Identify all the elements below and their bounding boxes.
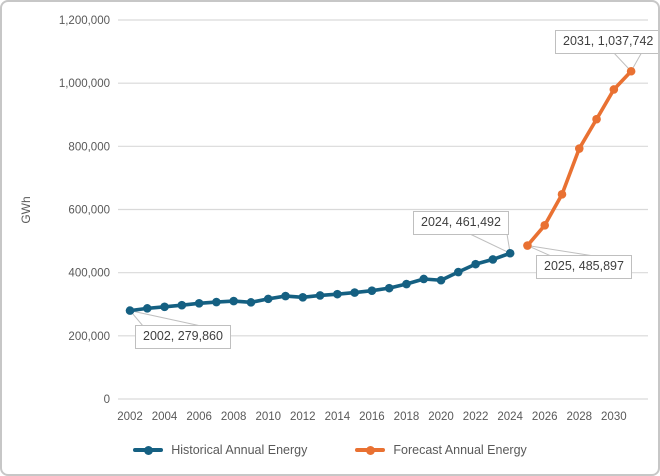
data-label-2002: 2002, 279,860 <box>135 325 231 349</box>
legend: Historical Annual Energy Forecast Annual… <box>2 443 658 457</box>
forecast-series-marker-icon <box>355 445 386 455</box>
svg-text:400,000: 400,000 <box>68 268 110 280</box>
svg-text:200,000: 200,000 <box>68 331 110 343</box>
data-label-2024: 2024, 461,492 <box>413 211 509 235</box>
historical-series-marker-icon <box>133 445 164 455</box>
svg-text:1,000,000: 1,000,000 <box>59 78 110 90</box>
svg-text:2020: 2020 <box>428 411 454 423</box>
svg-text:2030: 2030 <box>601 411 627 423</box>
data-label-2031: 2031, 1,037,742 <box>555 30 658 54</box>
svg-text:2026: 2026 <box>532 411 558 423</box>
svg-text:2018: 2018 <box>394 411 420 423</box>
data-label-2025: 2025, 485,897 <box>536 255 632 279</box>
svg-text:2024: 2024 <box>497 411 523 423</box>
svg-text:2008: 2008 <box>221 411 247 423</box>
svg-text:2006: 2006 <box>186 411 212 423</box>
data-series <box>125 66 636 315</box>
svg-text:2014: 2014 <box>325 411 351 423</box>
legend-item-historical: Historical Annual Energy <box>133 443 307 457</box>
x-axis-tick-labels: 2002 2004 2006 2008 2010 2012 2014 2016 2018 2020… <box>117 411 626 423</box>
y-axis-title: GWh <box>19 196 33 223</box>
svg-text:2002: 2002 <box>117 411 143 423</box>
svg-text:0: 0 <box>104 394 110 406</box>
svg-text:2016: 2016 <box>359 411 385 423</box>
svg-text:800,000: 800,000 <box>68 141 110 153</box>
legend-label-historical: Historical Annual Energy <box>171 443 308 457</box>
svg-text:2022: 2022 <box>463 411 489 423</box>
svg-text:1,200,000: 1,200,000 <box>59 15 110 27</box>
y-axis-tick-labels: 0 200,000 400,000 600,000 800,000 1,000,000 1,… <box>59 15 110 406</box>
legend-label-forecast: Forecast Annual Energy <box>393 443 527 457</box>
svg-text:2010: 2010 <box>255 411 281 423</box>
legend-item-forecast: Forecast Annual Energy <box>355 443 527 457</box>
svg-text:2012: 2012 <box>290 411 316 423</box>
svg-text:600,000: 600,000 <box>68 205 110 217</box>
svg-text:2004: 2004 <box>152 411 178 423</box>
svg-text:2028: 2028 <box>566 411 592 423</box>
